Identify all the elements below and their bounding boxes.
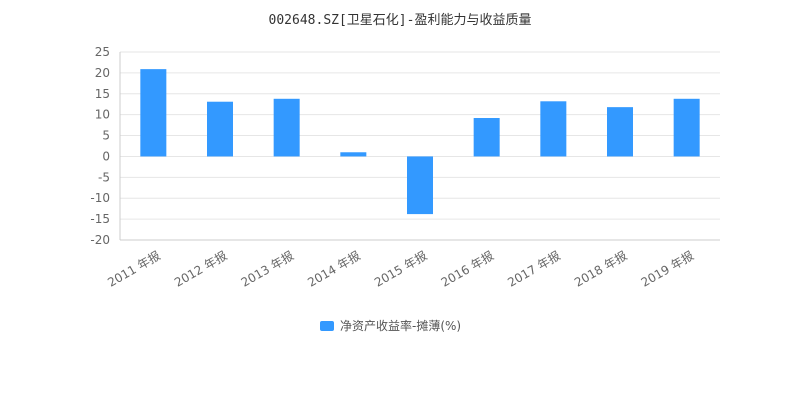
axes	[119, 52, 720, 241]
x-tick-label: 2018 年报	[571, 248, 629, 290]
y-tick-label: 25	[95, 45, 110, 59]
legend-label[interactable]: 净资产收益率-摊薄(%)	[340, 318, 461, 333]
y-tick-label: -10	[90, 191, 110, 205]
x-tick-label: 2019 年报	[638, 248, 696, 290]
bar[interactable]	[607, 107, 633, 157]
x-tick-label: 2017 年报	[505, 248, 563, 290]
x-tick-label: 2011 年报	[105, 248, 163, 290]
bar[interactable]	[473, 118, 500, 157]
bar[interactable]	[540, 101, 567, 157]
y-tick-label: -15	[90, 212, 110, 226]
bar[interactable]	[407, 156, 433, 215]
x-tick-label: 2012 年报	[171, 248, 229, 290]
x-tick-label: 2015 年报	[371, 248, 429, 290]
x-tick-label: 2016 年报	[438, 248, 496, 290]
x-tick-label: 2014 年报	[305, 248, 363, 290]
chart-title: 002648.SZ[卫星石化]-盈利能力与收益质量	[269, 13, 532, 28]
y-tick-label: 5	[102, 129, 110, 143]
y-tick-label: 15	[95, 87, 110, 101]
y-axis-ticks: 25 20 15 10 5 0 -5 -10 -15 -20	[90, 45, 110, 247]
bar[interactable]	[273, 98, 300, 157]
legend[interactable]: 净资产收益率-摊薄(%)	[320, 318, 461, 333]
y-tick-label: 0	[102, 149, 110, 163]
x-tick-label: 2013 年报	[238, 248, 296, 290]
bar[interactable]	[140, 69, 167, 157]
bar[interactable]	[673, 98, 700, 157]
y-tick-label: 10	[95, 108, 110, 122]
bars	[140, 69, 700, 215]
y-tick-label: -5	[98, 170, 110, 184]
legend-swatch[interactable]	[320, 321, 334, 331]
x-axis-ticks: 2011 年报 2012 年报 2013 年报 2014 年报 2015 年报 2016 …	[105, 248, 696, 290]
y-tick-label: 20	[95, 66, 110, 80]
bar[interactable]	[207, 101, 233, 157]
y-tick-label: -20	[90, 233, 110, 247]
bar[interactable]	[340, 152, 367, 157]
